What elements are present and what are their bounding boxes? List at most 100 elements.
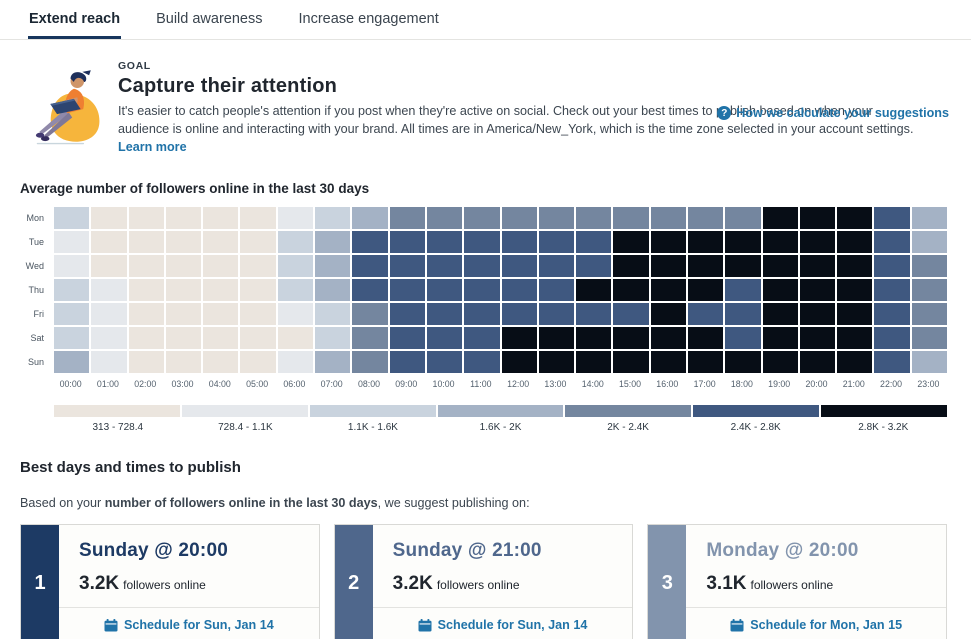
heatmap-cell: [240, 254, 276, 277]
heatmap-cell: [650, 278, 686, 301]
heatmap-cell: [128, 350, 164, 373]
heatmap-cell: [277, 230, 314, 253]
heatmap-hour-label: 20:00: [805, 378, 828, 389]
tab-build-awareness[interactable]: Build awareness: [156, 11, 263, 27]
heatmap-cell: [352, 254, 388, 277]
heatmap-cell: [91, 206, 127, 229]
heatmap-cell: [501, 206, 537, 229]
heatmap-cell: [613, 350, 649, 373]
heatmap-cell: [874, 326, 910, 349]
heatmap-cell: [91, 278, 127, 301]
card-value-suffix: followers online: [123, 577, 206, 592]
heatmap-hour-label: 17:00: [693, 378, 716, 389]
card-value-suffix: followers online: [436, 577, 520, 592]
heatmap-cell: [725, 230, 761, 253]
heatmap-cell: [799, 278, 836, 301]
heatmap-hour-label: 04:00: [208, 378, 231, 389]
schedule-button-1[interactable]: Schedule for Sun, Jan 14: [59, 606, 319, 639]
heatmap-hour-label: 22:00: [880, 378, 903, 389]
card-body: Sunday @ 20:00 3.2K followers online Sche…: [59, 525, 319, 639]
heatmap-hour-label: 15:00: [619, 378, 642, 389]
heatmap-cell: [762, 326, 798, 349]
heatmap-cell: [911, 350, 947, 373]
heatmap-cell: [837, 350, 873, 373]
heatmap-cell: [203, 230, 239, 253]
heatmap-cell: [725, 350, 761, 373]
tab-increase-engagement[interactable]: Increase engagement: [298, 11, 439, 27]
heatmap-cell: [725, 326, 761, 349]
heatmap-hour-label: 09:00: [395, 378, 418, 389]
heatmap-cell: [725, 302, 761, 325]
learn-more-link[interactable]: Learn more: [118, 139, 187, 154]
card-main: Sunday @ 21:00 3.2K followers online: [373, 525, 633, 607]
card-value: 3.1K: [706, 572, 747, 594]
calendar-icon: [730, 618, 744, 632]
heatmap-cell: [315, 302, 351, 325]
heatmap-cell: [613, 278, 649, 301]
heatmap-cell: [650, 254, 686, 277]
heatmap-cell: [315, 230, 351, 253]
help-link[interactable]: ? How we calculate your suggestions: [717, 106, 949, 120]
legend-swatch: [54, 404, 180, 417]
heatmap-cell: [874, 278, 910, 301]
heatmap-cell: [165, 206, 202, 229]
heatmap-cell: [911, 254, 947, 277]
heatmap-cell: [874, 206, 910, 229]
heatmap-cell: [613, 254, 649, 277]
heatmap-hour-label: 01:00: [96, 378, 119, 389]
schedule-label: Schedule for Sun, Jan 14: [437, 618, 588, 633]
goal-text: GOAL Capture their attention It's easier…: [118, 56, 918, 157]
heatmap-cell: [650, 230, 686, 253]
heatmap-cell: [128, 206, 164, 229]
schedule-button-2[interactable]: Schedule for Sun, Jan 14: [372, 606, 633, 639]
heatmap-cell: [277, 206, 314, 229]
tab-extend-reach[interactable]: Extend reach: [28, 1, 122, 39]
heatmap-hour-label: 07:00: [320, 378, 343, 389]
heatmap-hour-label: 03:00: [171, 378, 194, 389]
heatmap-cell: [165, 230, 202, 253]
heatmap-cell: [426, 254, 463, 277]
heatmap-cell: [762, 278, 798, 301]
heatmap-cell: [54, 302, 90, 325]
heatmap-cell: [799, 206, 836, 229]
heatmap-hours-spacer: [20, 379, 52, 389]
card-title: Sunday @ 20:00: [79, 539, 228, 561]
person-on-beanbag-illustration: [35, 70, 100, 145]
heatmap-cell: [874, 254, 910, 277]
heatmap-cell: [240, 230, 276, 253]
heatmap-cell: [426, 302, 463, 325]
heatmap-cell: [538, 206, 575, 229]
heatmap-cell: [799, 254, 836, 277]
question-circle-icon: ?: [717, 106, 732, 120]
tab-bar: Extend reach Build awareness Increase en…: [0, 0, 971, 40]
legend-range-label: 2K - 2.4K: [607, 421, 649, 433]
heatmap-cell: [762, 230, 798, 253]
heatmap-cell: [389, 254, 425, 277]
heatmap-hour-label: 16:00: [656, 378, 679, 389]
heatmap-row-label: Tue: [28, 236, 44, 247]
heatmap-cell: [911, 326, 947, 349]
heatmap-cell: [426, 230, 463, 253]
card-value: 3.2K: [392, 572, 433, 594]
heatmap-cell: [874, 230, 910, 253]
help-link-label: How we calculate your suggestions: [736, 106, 949, 120]
heatmap-cell: [687, 302, 724, 325]
heatmap-row-label: Wed: [25, 260, 44, 271]
schedule-button-3[interactable]: Schedule for Mon, Jan 15: [686, 606, 947, 639]
heatmap-cell: [799, 230, 836, 253]
suggestion-card-1: 1 Sunday @ 20:00 3.2K followers online Sc…: [20, 523, 320, 639]
heatmap-cell: [389, 302, 425, 325]
heatmap-cell: [687, 254, 724, 277]
heatmap-cell: [911, 278, 947, 301]
heatmap-cell: [426, 326, 463, 349]
heatmap-cell: [538, 278, 575, 301]
suggestion-card-3: 3 Monday @ 20:00 3.1K followers online Sc…: [647, 523, 948, 639]
heatmap-grid: Mon Tue Wed Thu Fri Sat Sun: [20, 206, 947, 373]
heatmap-cell: [352, 230, 388, 253]
heatmap-cell: [240, 278, 276, 301]
heatmap-cell: [613, 302, 649, 325]
heatmap-cell: [650, 350, 686, 373]
heatmap-cell: [128, 326, 164, 349]
heatmap-hour-label: 08:00: [357, 378, 380, 389]
heatmap-cell: [576, 326, 612, 349]
